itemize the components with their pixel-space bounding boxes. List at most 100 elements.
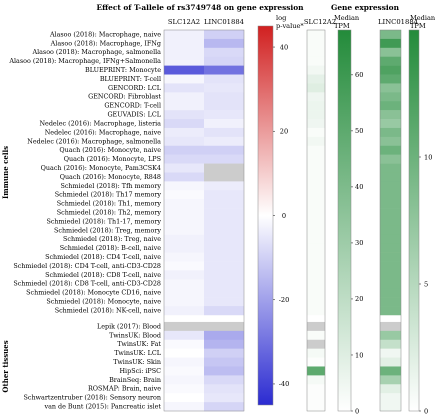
expression-cell	[307, 199, 325, 209]
expression-cell	[307, 252, 325, 262]
heatmap-cell	[164, 145, 204, 155]
group-label-immune: Immune cells	[1, 146, 10, 199]
heatmap-cell	[204, 65, 244, 75]
row-label: GENCORD: LCL	[108, 84, 162, 92]
row-label: Schmiedel (2018): CD4 T-cell, naive	[45, 253, 161, 261]
row-label: ROSMAP: Brain, naive	[88, 385, 161, 393]
heatmap-cell	[204, 47, 244, 58]
row-label: Schmiedel (2018): Th2, memory	[57, 209, 162, 217]
expression-cell	[380, 136, 401, 147]
heatmap-cell	[164, 384, 204, 394]
heatmap-cell	[164, 366, 204, 376]
expression-cell	[380, 38, 401, 49]
row-label: Lepik (2017): Blood	[97, 322, 161, 330]
colorbar-tick-label: -40	[279, 380, 290, 388]
expression-cell	[380, 101, 401, 111]
expression-cell	[380, 119, 401, 129]
expression-cell	[307, 56, 325, 66]
expression-cell	[307, 154, 325, 164]
heatmap-cell	[204, 38, 244, 49]
heatmap-cell	[164, 234, 204, 245]
heatmap-cell	[204, 270, 244, 280]
heatmap-cell	[164, 127, 204, 138]
expression-cell	[307, 172, 325, 182]
expression-cell	[307, 181, 325, 191]
expression-cell	[307, 127, 325, 138]
expression-cell	[380, 47, 401, 58]
heatmap-cell	[164, 101, 204, 111]
heatmap-cell	[204, 30, 244, 40]
heatmap-cell	[204, 252, 244, 262]
expression-column-header: LINC01884	[378, 18, 418, 26]
heatmap-cell	[204, 330, 244, 341]
expression-cell	[380, 402, 401, 412]
expression-cell	[307, 270, 325, 280]
expression-cell	[380, 252, 401, 262]
colorbar-pvalue	[257, 25, 274, 406]
expression-cell	[307, 366, 325, 376]
expression-cell	[380, 348, 401, 358]
row-label: Schmiedel (2018): Treg, naive	[63, 235, 161, 243]
colorbar-tick-label: 0	[282, 212, 286, 220]
expression-cell	[307, 74, 325, 84]
expression-cell	[307, 393, 325, 403]
expression-cell	[307, 261, 325, 271]
heatmap-cell	[164, 306, 204, 316]
heatmap-cell	[164, 30, 204, 40]
heatmap-cell	[204, 145, 244, 155]
row-label: TwinsUK: Blood	[109, 331, 161, 339]
expression-cell	[307, 297, 325, 307]
colorbar-label: Median	[334, 14, 360, 22]
heatmap-cell	[164, 217, 204, 227]
expression-cell	[380, 110, 401, 120]
row-label: Nedelec (2016): Macrophage, naive	[45, 128, 161, 136]
heatmap-cell	[204, 357, 244, 367]
expression-cell	[380, 384, 401, 394]
row-label: Schmiedel (2018): CD8 T-cell, anti-CD3-C…	[13, 280, 161, 288]
expression-cell	[307, 279, 325, 289]
heatmap-cell	[204, 92, 244, 102]
heatmap-cell	[204, 366, 244, 376]
heatmap-cell	[204, 119, 244, 129]
heatmap-cell	[204, 110, 244, 120]
heatmap-cell	[204, 199, 244, 209]
expression-cell	[307, 234, 325, 245]
heatmap-cell	[204, 402, 244, 412]
colorbar-label: TPM	[334, 22, 350, 30]
row-label: HipSci: iPSC	[119, 367, 161, 375]
colorbar-label: p-value*	[276, 22, 304, 30]
expression-cell	[380, 217, 401, 227]
heatmap-cell	[204, 393, 244, 403]
heatmap-frame	[163, 29, 245, 412]
group-label-other: Other tissues	[1, 340, 10, 392]
colorbar-tick-label: 50	[355, 127, 363, 135]
heatmap-cell	[204, 297, 244, 307]
expression-cell	[380, 190, 401, 200]
expression-cell	[307, 321, 325, 332]
expression-cell	[380, 74, 401, 84]
expression-cell	[380, 366, 401, 376]
row-label: van de Bunt (2015): Pancreatic islet	[43, 403, 161, 411]
heatmap-cell	[164, 163, 204, 173]
row-label: Schmiedel (2018): Th1, memory	[57, 200, 162, 208]
expression-cell	[307, 348, 325, 358]
heatmap-cell	[164, 321, 204, 332]
heatmap-cell	[204, 243, 244, 253]
heatmap-cell	[164, 110, 204, 120]
heatmap-cell	[164, 83, 204, 93]
heatmap-cell	[164, 330, 204, 341]
colorbar-tick-label: -20	[279, 296, 290, 304]
row-label: Alasoo (2018): Macrophage, naive	[49, 30, 161, 38]
expression-cell	[307, 339, 325, 349]
heatmap-cell	[204, 261, 244, 271]
heatmap-cell	[164, 65, 204, 75]
heatmap-cell	[164, 288, 204, 298]
expression-cell	[307, 190, 325, 200]
colorbar-tick-label: 10	[355, 351, 363, 359]
heatmap-cell	[164, 348, 204, 358]
expression-cell	[307, 119, 325, 129]
colorbar-tick-label: 0	[355, 407, 359, 415]
heatmap-cell	[204, 136, 244, 147]
heatmap-cell	[204, 234, 244, 245]
